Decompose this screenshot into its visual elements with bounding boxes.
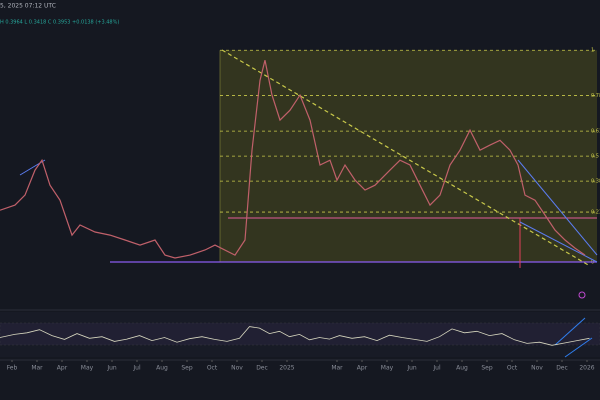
x-tick-label: Aug (156, 365, 168, 372)
wedge-lower (519, 221, 598, 263)
rsi-trend-1 (554, 317, 586, 346)
x-tick-label: Nov (231, 365, 243, 372)
trend-line (221, 49, 591, 267)
series-line (0, 60, 586, 259)
x-tick-label: Jul (432, 365, 441, 372)
fib-label: 0.5 (591, 154, 599, 160)
x-tick-label: Apr (57, 365, 68, 372)
alert-icon[interactable] (578, 291, 586, 299)
fib-label: 0.236 (591, 210, 600, 216)
x-tick-label: Feb (7, 365, 18, 372)
x-tick-label: 2026 (579, 365, 594, 372)
x-tick-label: Sep (481, 365, 493, 372)
x-tick-label: May (381, 365, 394, 372)
x-tick-label: Mar (331, 365, 343, 372)
rsi-trend-2 (564, 337, 593, 358)
fib-label: 1 (591, 48, 594, 54)
wedge-upper (517, 159, 598, 256)
x-tick-label: Apr (357, 365, 368, 372)
series-line (0, 326, 590, 346)
header-ohlc: H 0.3964 L 0.3418 C 0.3953 +0.0138 (+3.4… (0, 20, 119, 26)
x-tick-label: Dec (256, 365, 268, 372)
x-tick-label: Oct (207, 365, 218, 372)
x-tick-label: Mar (31, 365, 43, 372)
fib-label: 0.618 (591, 129, 600, 135)
fib-label: 0.382 (591, 179, 600, 185)
x-tick-label: Jun (106, 365, 117, 372)
x-tick-label: May (81, 365, 94, 372)
x-tick-label: 2025 (279, 365, 294, 372)
x-tick-label: Sep (181, 365, 193, 372)
x-tick-label: Jul (132, 365, 141, 372)
header-time: 5, 2025 07:12 UTC (0, 3, 56, 10)
fib-label: 0.786 (591, 93, 600, 99)
rsi-band (0, 322, 600, 346)
x-tick-label: Oct (507, 365, 518, 372)
x-tick-label: Nov (531, 365, 543, 372)
x-tick-label: Jun (406, 365, 417, 372)
x-tick-label: Aug (456, 365, 468, 372)
x-tick-label: Dec (556, 365, 568, 372)
